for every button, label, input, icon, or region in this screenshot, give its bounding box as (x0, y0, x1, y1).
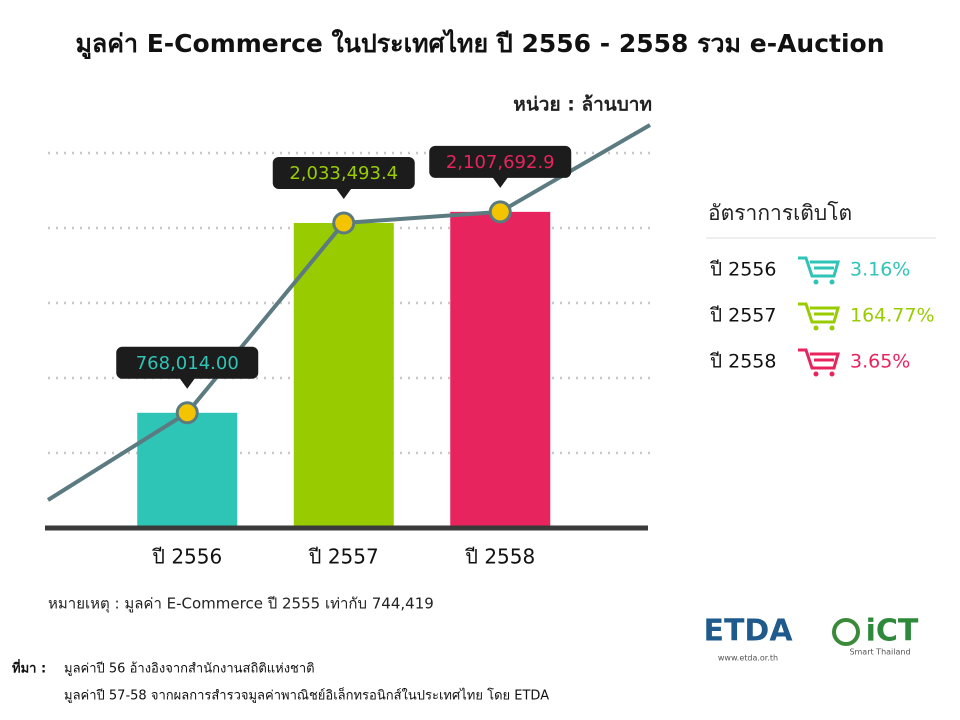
point (332, 211, 356, 235)
value-label: 2,033,493.4 (289, 163, 398, 184)
callout-box (429, 145, 572, 178)
cart-wheel (813, 279, 819, 285)
growth-rate: 164.77% (850, 305, 935, 327)
x-tick-label: ปี 2558 (465, 545, 535, 569)
source-line: มูลค่าปี 56 อ้างอิงจากสำนักงานสถิติแห่งช… (64, 661, 315, 677)
cart-icon (798, 348, 840, 370)
unit-label: หน่วย : ล้านบาท (513, 94, 652, 116)
cart-wheel (829, 371, 835, 377)
callout-pointer (492, 176, 509, 188)
cart-wheel (829, 325, 835, 331)
trend-extension (46, 411, 189, 502)
cart-wheel (813, 371, 819, 377)
ict-tagline: Smart Thailand (849, 648, 910, 657)
bar (293, 222, 394, 528)
bar (137, 412, 238, 528)
growth-year: ปี 2557 (709, 305, 776, 327)
growth-rate: 3.16% (850, 259, 910, 281)
cart-wheel (813, 325, 819, 331)
callout-box (116, 346, 259, 379)
ict-logo: iCT (866, 614, 919, 649)
source-line: มูลค่าปี 57-58 จากผลการสำรวจมูลค่าพาณิชย… (64, 686, 549, 704)
value-label: 768,014.00 (136, 353, 239, 374)
x-tick-label: ปี 2557 (309, 545, 379, 569)
trend-extension (499, 123, 652, 214)
x-tick-label: ปี 2556 (152, 545, 222, 569)
etda-logo: ETDA (703, 614, 793, 649)
etda-url: www.etda.or.th (718, 654, 778, 663)
cart-icon (798, 256, 840, 278)
point (488, 200, 512, 224)
ict-emblem (832, 618, 860, 646)
growth-year: ปี 2556 (709, 259, 776, 281)
cart-icon (798, 302, 840, 324)
callout-pointer (179, 377, 196, 389)
chart-title: มูลค่า E-Commerce ในประเทศไทย ปี 2556 - … (75, 28, 884, 60)
point (175, 401, 199, 425)
callout-pointer (335, 187, 352, 199)
bar (450, 211, 551, 528)
growth-title: อัตราการเติบโต (708, 201, 852, 225)
callout-box (272, 156, 415, 189)
note: หมายเหตุ : มูลค่า E-Commerce ปี 2555 เท่… (48, 595, 434, 614)
source-label: ที่มา : (12, 659, 46, 677)
growth-rate: 3.65% (850, 351, 910, 373)
growth-year: ปี 2558 (709, 351, 776, 373)
cart-wheel (829, 279, 835, 285)
value-label: 2,107,692.9 (446, 152, 555, 173)
